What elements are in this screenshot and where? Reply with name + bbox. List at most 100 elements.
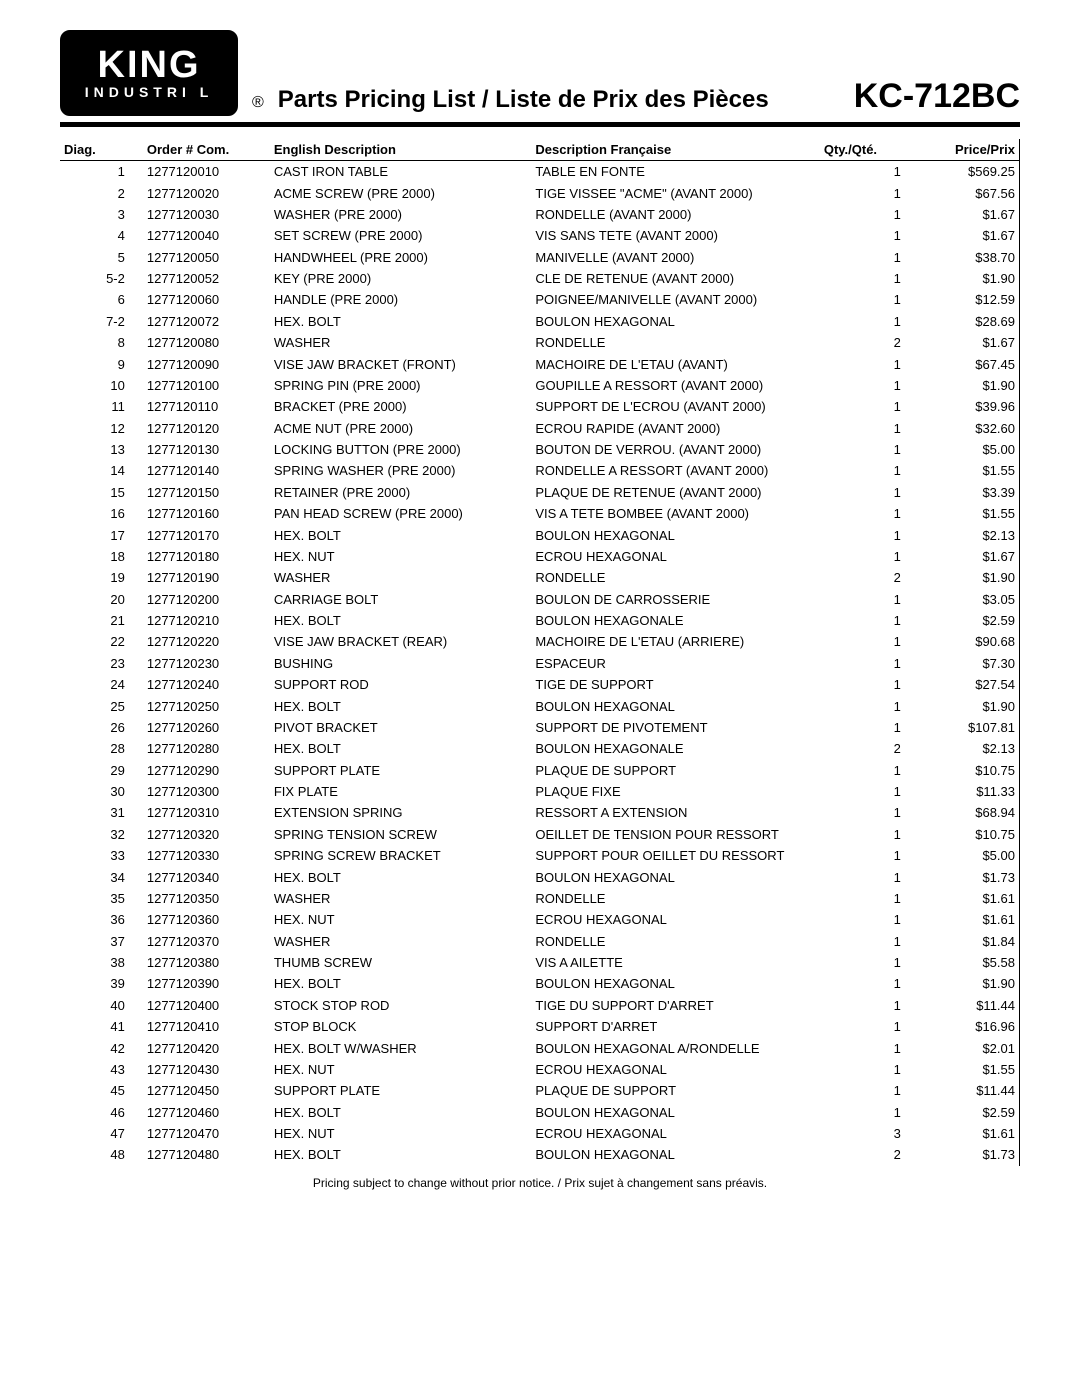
cell-price: $1.67: [919, 204, 1020, 225]
cell-order: 1277120210: [143, 610, 270, 631]
page-title: Parts Pricing List / Liste de Prix des P…: [278, 86, 769, 114]
cell-diag: 48: [60, 1144, 143, 1165]
model-number: KC-712BC: [854, 77, 1020, 116]
cell-diag: 23: [60, 653, 143, 674]
table-row: 321277120320SPRING TENSION SCREWOEILLET …: [60, 824, 1020, 845]
cell-price: $28.69: [919, 311, 1020, 332]
cell-french: RONDELLE: [531, 888, 819, 909]
cell-diag: 8: [60, 332, 143, 353]
cell-price: $10.75: [919, 760, 1020, 781]
cell-order: 1277120080: [143, 332, 270, 353]
cell-order: 1277120160: [143, 503, 270, 524]
cell-order: 1277120410: [143, 1016, 270, 1037]
cell-price: $1.90: [919, 268, 1020, 289]
cell-diag: 29: [60, 760, 143, 781]
cell-diag: 28: [60, 738, 143, 759]
cell-french: SUPPORT D'ARRET: [531, 1016, 819, 1037]
cell-diag: 36: [60, 909, 143, 930]
cell-diag: 41: [60, 1016, 143, 1037]
cell-order: 1277120300: [143, 781, 270, 802]
cell-order: 1277120230: [143, 653, 270, 674]
table-row: 421277120420HEX. BOLT W/WASHERBOULON HEX…: [60, 1037, 1020, 1058]
cell-french: RESSORT A EXTENSION: [531, 802, 819, 823]
cell-qty: 1: [820, 1016, 919, 1037]
cell-french: PLAQUE DE SUPPORT: [531, 1080, 819, 1101]
table-row: 381277120380THUMB SCREWVIS A AILETTE1$5.…: [60, 952, 1020, 973]
table-row: 241277120240SUPPORT RODTIGE DE SUPPORT1$…: [60, 674, 1020, 695]
table-header-row: Diag. Order # Com. English Description D…: [60, 139, 1020, 161]
cell-diag: 1: [60, 161, 143, 183]
cell-price: $5.00: [919, 845, 1020, 866]
table-row: 351277120350WASHERRONDELLE1$1.61: [60, 888, 1020, 909]
cell-qty: 2: [820, 567, 919, 588]
table-row: 161277120160PAN HEAD SCREW (PRE 2000)VIS…: [60, 503, 1020, 524]
cell-english: ACME SCREW (PRE 2000): [270, 182, 532, 203]
cell-price: $1.67: [919, 546, 1020, 567]
cell-french: PLAQUE DE RETENUE (AVANT 2000): [531, 482, 819, 503]
cell-english: HEX. BOLT: [270, 973, 532, 994]
cell-price: $67.45: [919, 353, 1020, 374]
cell-price: $2.01: [919, 1037, 1020, 1058]
table-row: 131277120130LOCKING BUTTON (PRE 2000)BOU…: [60, 439, 1020, 460]
cell-french: ECROU HEXAGONAL: [531, 1059, 819, 1080]
registered-mark: ®: [252, 94, 264, 116]
cell-order: 1277120050: [143, 247, 270, 268]
cell-price: $1.55: [919, 460, 1020, 481]
table-row: 231277120230BUSHINGESPACEUR1$7.30: [60, 653, 1020, 674]
cell-french: RONDELLE: [531, 567, 819, 588]
cell-order: 1277120150: [143, 482, 270, 503]
cell-english: HEX. BOLT: [270, 524, 532, 545]
table-row: 311277120310EXTENSION SPRINGRESSORT A EX…: [60, 802, 1020, 823]
cell-english: CARRIAGE BOLT: [270, 589, 532, 610]
cell-french: RONDELLE: [531, 931, 819, 952]
cell-english: SET SCREW (PRE 2000): [270, 225, 532, 246]
cell-english: RETAINER (PRE 2000): [270, 482, 532, 503]
table-row: 121277120120ACME NUT (PRE 2000)ECROU RAP…: [60, 418, 1020, 439]
cell-diag: 10: [60, 375, 143, 396]
cell-french: BOULON HEXAGONAL A/RONDELLE: [531, 1037, 819, 1058]
cell-qty: 1: [820, 952, 919, 973]
cell-english: HEX. BOLT: [270, 311, 532, 332]
cell-qty: 1: [820, 289, 919, 310]
table-row: 341277120340HEX. BOLTBOULON HEXAGONAL1$1…: [60, 866, 1020, 887]
cell-price: $1.90: [919, 567, 1020, 588]
cell-order: 1277120280: [143, 738, 270, 759]
cell-diag: 15: [60, 482, 143, 503]
cell-french: OEILLET DE TENSION POUR RESSORT: [531, 824, 819, 845]
col-order: Order # Com.: [143, 139, 270, 161]
cell-order: 1277120370: [143, 931, 270, 952]
cell-diag: 16: [60, 503, 143, 524]
cell-diag: 12: [60, 418, 143, 439]
cell-price: $1.55: [919, 1059, 1020, 1080]
cell-order: 1277120090: [143, 353, 270, 374]
cell-french: ESPACEUR: [531, 653, 819, 674]
table-row: 81277120080WASHERRONDELLE2$1.67: [60, 332, 1020, 353]
cell-price: $10.75: [919, 824, 1020, 845]
parts-table: Diag. Order # Com. English Description D…: [60, 139, 1020, 1166]
cell-diag: 45: [60, 1080, 143, 1101]
cell-english: SUPPORT PLATE: [270, 1080, 532, 1101]
cell-french: BOULON HEXAGONALE: [531, 610, 819, 631]
cell-price: $1.55: [919, 503, 1020, 524]
cell-price: $1.73: [919, 1144, 1020, 1165]
logo-line2: INDUSTRI L: [85, 84, 214, 100]
cell-english: HANDLE (PRE 2000): [270, 289, 532, 310]
cell-diag: 13: [60, 439, 143, 460]
cell-french: BOULON HEXAGONAL: [531, 695, 819, 716]
cell-order: 1277120110: [143, 396, 270, 417]
cell-price: $5.00: [919, 439, 1020, 460]
cell-french: RONDELLE A RESSORT (AVANT 2000): [531, 460, 819, 481]
cell-english: SUPPORT PLATE: [270, 760, 532, 781]
cell-english: THUMB SCREW: [270, 952, 532, 973]
logo-line1: KING: [98, 46, 201, 84]
table-body: 11277120010CAST IRON TABLETABLE EN FONTE…: [60, 161, 1020, 1166]
cell-price: $2.13: [919, 738, 1020, 759]
cell-english: KEY (PRE 2000): [270, 268, 532, 289]
cell-order: 1277120400: [143, 995, 270, 1016]
table-row: 481277120480HEX. BOLTBOULON HEXAGONAL2$1…: [60, 1144, 1020, 1165]
cell-qty: 1: [820, 503, 919, 524]
cell-order: 1277120360: [143, 909, 270, 930]
cell-diag: 25: [60, 695, 143, 716]
cell-french: RONDELLE: [531, 332, 819, 353]
cell-diag: 22: [60, 631, 143, 652]
